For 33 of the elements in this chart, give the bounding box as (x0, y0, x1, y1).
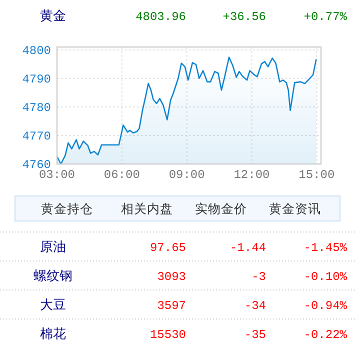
data-label: 15530 (150, 328, 186, 342)
y-tick-label: 4800 (22, 44, 51, 58)
x-tick-label: 15:00 (298, 168, 335, 182)
x-tick-label: 06:00 (104, 168, 140, 182)
data-label: -35 (244, 328, 266, 342)
data-label: 3093 (157, 270, 186, 284)
text: 黄金资讯 (269, 201, 321, 216)
category-label: 原油 (40, 240, 66, 255)
x-tick-label: 03:00 (38, 168, 76, 182)
data-label: -1.45% (304, 241, 348, 255)
data-label: -0.10% (304, 270, 348, 284)
text: 黄金持仓 (41, 201, 93, 216)
text: +0.77% (304, 10, 348, 24)
category-label: 棉花 (40, 327, 66, 342)
data-label: -0.94% (304, 299, 348, 313)
y-tick-label: 4790 (22, 72, 51, 87)
data-label: -34 (244, 299, 266, 313)
y-tick-label: 4770 (22, 130, 51, 144)
text: 实物金价 (195, 201, 247, 216)
x-tick-label: 12:00 (234, 168, 270, 182)
text: +36.56 (222, 10, 266, 24)
y-tick-label: 4780 (22, 101, 51, 116)
category-label: 大豆 (40, 298, 66, 313)
text: 4803.96 (136, 10, 186, 24)
data-label: -1.44 (230, 241, 266, 255)
data-label: 97.65 (150, 241, 186, 255)
category-label: 螺纹钢 (34, 269, 72, 284)
data-label: 3597 (157, 299, 186, 313)
data-label: -3 (252, 270, 266, 284)
chart-title: 黄金 (40, 9, 66, 24)
x-tick-label: 09:00 (168, 168, 205, 182)
text: 相关内盘 (121, 201, 173, 216)
data-label: -0.22% (304, 328, 348, 342)
